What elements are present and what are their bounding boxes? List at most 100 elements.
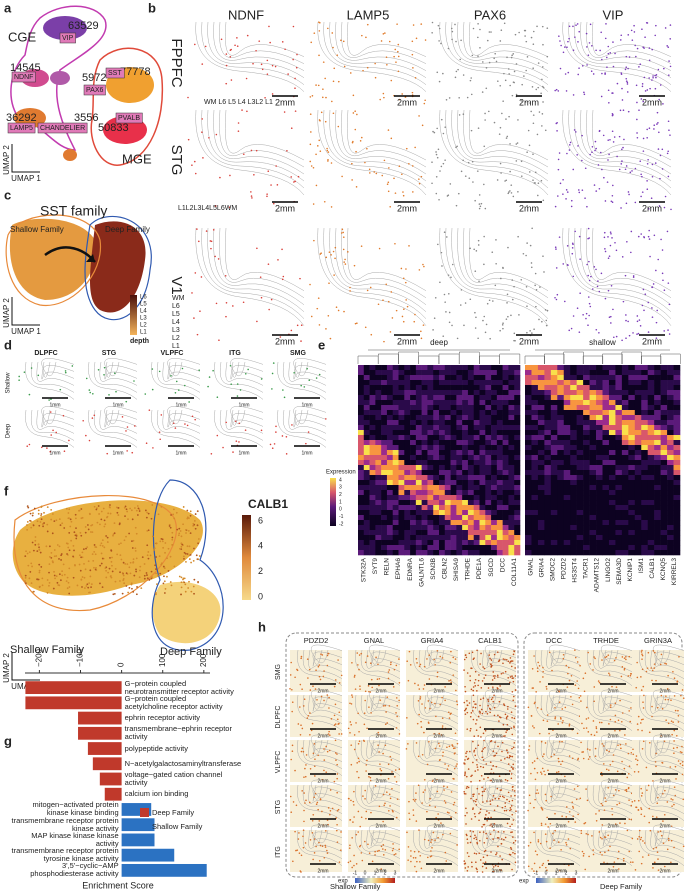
heatmap-cell bbox=[667, 550, 674, 556]
cell-dot bbox=[301, 727, 304, 730]
cell-dot bbox=[101, 586, 104, 589]
heatmap-cell bbox=[537, 395, 545, 401]
cell-dot bbox=[161, 540, 164, 543]
heatmap-cell bbox=[433, 460, 440, 466]
cell-dot bbox=[655, 321, 658, 324]
heatmap-cell bbox=[576, 420, 584, 426]
heatmap-cell bbox=[589, 430, 597, 436]
heatmap-cell bbox=[660, 520, 668, 526]
heatmap-cell bbox=[427, 460, 434, 466]
heatmap-cell bbox=[439, 480, 446, 486]
heatmap-cell bbox=[496, 395, 503, 401]
gene-header: GNAL bbox=[364, 636, 384, 645]
cell-dot bbox=[151, 504, 154, 506]
cell-dot bbox=[663, 330, 666, 332]
heatmap-cell bbox=[667, 490, 674, 496]
heatmap-cell bbox=[427, 400, 434, 406]
cell-dot bbox=[591, 44, 593, 47]
cell-dot bbox=[230, 383, 233, 385]
cell-dot bbox=[479, 726, 482, 729]
heatmap-cell bbox=[398, 510, 405, 516]
cell-dot bbox=[500, 672, 503, 675]
heatmap-cell bbox=[660, 455, 668, 461]
heatmap-cell bbox=[462, 365, 469, 371]
heatmap-cell bbox=[673, 385, 681, 391]
heatmap-cell bbox=[550, 480, 558, 486]
heatmap-cell bbox=[667, 525, 674, 531]
heatmap-cell bbox=[485, 420, 492, 426]
heatmap-cell bbox=[421, 540, 428, 546]
heatmap-cell bbox=[615, 480, 623, 486]
heatmap-cell bbox=[421, 445, 428, 451]
heatmap-cell bbox=[381, 515, 388, 521]
heatmap-cell bbox=[485, 375, 492, 381]
heatmap-cell bbox=[439, 515, 446, 521]
heatmap-cell bbox=[628, 475, 636, 481]
cell-dot bbox=[501, 324, 504, 326]
heatmap-cell bbox=[654, 410, 661, 416]
cell-dot bbox=[509, 660, 512, 663]
cell-dot bbox=[342, 236, 345, 238]
cell-dot bbox=[558, 701, 561, 703]
cell-dot bbox=[309, 712, 311, 714]
cell-dot bbox=[299, 733, 302, 736]
heatmap-cell bbox=[596, 450, 603, 456]
cell-dot bbox=[667, 698, 669, 701]
heatmap-cell bbox=[508, 385, 515, 391]
heatmap-cell bbox=[491, 405, 498, 411]
heatmap-cell bbox=[392, 410, 399, 416]
heatmap-cell bbox=[398, 480, 405, 486]
cell-dot bbox=[366, 66, 369, 69]
heatmap-cell bbox=[596, 395, 603, 401]
heatmap-cell bbox=[467, 390, 475, 396]
cge-outline bbox=[10, 5, 107, 151]
cell-dot bbox=[185, 560, 187, 563]
heatmap-cell bbox=[450, 370, 457, 376]
cell-dot bbox=[382, 92, 385, 95]
cell-dot bbox=[290, 176, 293, 178]
heatmap-cell bbox=[479, 550, 486, 556]
cell-dot bbox=[613, 336, 615, 339]
cell-dot bbox=[88, 582, 91, 585]
cell-dot bbox=[172, 422, 175, 425]
cell-dot bbox=[184, 423, 186, 425]
cell-dot bbox=[661, 148, 664, 151]
heatmap-cell bbox=[628, 395, 636, 401]
cell-dot bbox=[482, 319, 484, 322]
heatmap-cell bbox=[557, 505, 565, 511]
heatmap-cell bbox=[537, 370, 545, 376]
cell-dot bbox=[112, 593, 115, 596]
heatmap-cell bbox=[654, 370, 661, 376]
expression-colorbar bbox=[330, 478, 336, 526]
cell-dot bbox=[297, 723, 300, 725]
cell-dot bbox=[385, 711, 387, 713]
heatmap-cell bbox=[557, 515, 565, 521]
heatmap-cell bbox=[467, 450, 475, 456]
cell-dot bbox=[541, 25, 544, 28]
cell-dot bbox=[400, 267, 403, 270]
cell-dot bbox=[542, 666, 544, 669]
cell-dot bbox=[642, 685, 645, 688]
heatmap-cell bbox=[502, 460, 509, 466]
cell-dot bbox=[562, 719, 564, 722]
cell-dot bbox=[418, 269, 421, 271]
cell-dot bbox=[114, 580, 117, 583]
cell-dot bbox=[646, 162, 649, 165]
cortex-contour bbox=[93, 361, 138, 393]
cell-dot bbox=[89, 513, 91, 516]
cell-dot bbox=[31, 541, 34, 544]
cell-dot bbox=[660, 238, 662, 241]
cell-dot bbox=[614, 721, 616, 723]
cell-dot bbox=[514, 675, 517, 677]
heatmap-cell bbox=[421, 550, 428, 556]
heatmap-cell bbox=[456, 380, 463, 386]
cell-dot bbox=[30, 367, 33, 369]
heatmap-cell bbox=[531, 520, 539, 526]
heatmap-cell bbox=[570, 490, 577, 496]
cell-dot bbox=[479, 663, 481, 665]
cell-dot bbox=[456, 703, 459, 706]
heatmap-cell bbox=[502, 520, 509, 526]
heatmap-cell bbox=[462, 405, 469, 411]
cell-dot bbox=[351, 694, 353, 696]
cell-dot bbox=[109, 504, 111, 506]
